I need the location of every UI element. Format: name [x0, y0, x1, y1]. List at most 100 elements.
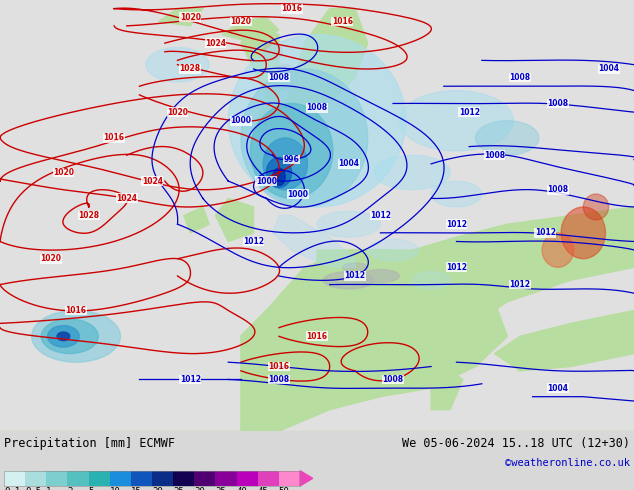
Ellipse shape — [542, 233, 574, 268]
Text: 1016: 1016 — [281, 4, 302, 13]
Polygon shape — [330, 311, 361, 397]
Bar — [4, 471, 25, 486]
Polygon shape — [158, 9, 203, 26]
Polygon shape — [273, 216, 355, 268]
Text: 1028: 1028 — [78, 211, 100, 220]
Ellipse shape — [273, 168, 285, 185]
Text: 1008: 1008 — [509, 73, 531, 82]
Text: 1020: 1020 — [40, 254, 61, 263]
Text: 1004: 1004 — [547, 384, 569, 392]
Ellipse shape — [317, 211, 380, 237]
Polygon shape — [0, 431, 634, 440]
Bar — [194, 471, 216, 486]
Polygon shape — [241, 250, 507, 410]
Bar — [131, 471, 152, 486]
Text: 1012: 1012 — [509, 280, 531, 289]
Polygon shape — [254, 65, 279, 129]
Text: 1008: 1008 — [484, 151, 505, 160]
Text: 25: 25 — [173, 488, 184, 490]
Text: 1012: 1012 — [344, 271, 366, 280]
Ellipse shape — [361, 270, 399, 282]
Polygon shape — [279, 9, 368, 129]
Text: 1012: 1012 — [370, 211, 391, 220]
Ellipse shape — [228, 34, 406, 207]
Ellipse shape — [368, 239, 418, 261]
Text: We 05-06-2024 15..18 UTC (12+30): We 05-06-2024 15..18 UTC (12+30) — [402, 437, 630, 450]
Text: 1012: 1012 — [534, 228, 556, 237]
Text: 1024: 1024 — [205, 39, 226, 48]
Text: 15: 15 — [131, 488, 141, 490]
Polygon shape — [222, 17, 279, 43]
Bar — [152, 471, 173, 486]
Text: 20: 20 — [152, 488, 163, 490]
Text: 2: 2 — [67, 488, 73, 490]
Ellipse shape — [342, 263, 368, 271]
Ellipse shape — [263, 43, 282, 60]
Text: 0.1: 0.1 — [4, 488, 20, 490]
Text: 1016: 1016 — [65, 306, 87, 315]
Text: 1016: 1016 — [306, 332, 328, 341]
Polygon shape — [292, 129, 311, 160]
Polygon shape — [495, 311, 634, 371]
Text: 5: 5 — [89, 488, 94, 490]
Text: 1020: 1020 — [167, 108, 188, 117]
Ellipse shape — [57, 332, 70, 341]
Text: 1012: 1012 — [446, 220, 467, 229]
Text: 1020: 1020 — [53, 168, 74, 177]
Bar — [110, 471, 131, 486]
Text: 1000: 1000 — [287, 190, 309, 198]
Ellipse shape — [412, 271, 450, 289]
Text: 0.5: 0.5 — [25, 488, 41, 490]
Ellipse shape — [146, 48, 209, 82]
Text: 1020: 1020 — [230, 17, 252, 26]
Text: 1004: 1004 — [598, 65, 619, 74]
Text: 10: 10 — [110, 488, 120, 490]
Text: 1016: 1016 — [268, 362, 290, 371]
Bar — [67, 471, 89, 486]
Text: 1: 1 — [46, 488, 51, 490]
Text: 50: 50 — [279, 488, 290, 490]
Text: 1008: 1008 — [547, 99, 569, 108]
Text: 45: 45 — [257, 488, 268, 490]
Ellipse shape — [476, 121, 539, 155]
Text: 1008: 1008 — [306, 103, 328, 112]
Bar — [89, 471, 110, 486]
Text: 30: 30 — [194, 488, 205, 490]
Text: 1012: 1012 — [179, 375, 201, 384]
Text: 1024: 1024 — [116, 194, 138, 203]
Ellipse shape — [263, 138, 307, 190]
Text: 1000: 1000 — [256, 176, 277, 186]
Text: 1016: 1016 — [103, 133, 125, 143]
Text: 1008: 1008 — [268, 73, 290, 82]
Polygon shape — [241, 302, 355, 431]
Text: Precipitation [mm] ECMWF: Precipitation [mm] ECMWF — [4, 437, 175, 450]
Text: 1024: 1024 — [141, 176, 163, 186]
Text: 1008: 1008 — [382, 375, 404, 384]
Bar — [236, 471, 257, 486]
Ellipse shape — [583, 194, 609, 220]
Ellipse shape — [241, 69, 368, 207]
Bar — [173, 471, 194, 486]
Text: 1016: 1016 — [332, 17, 353, 26]
Text: 1012: 1012 — [446, 263, 467, 272]
Text: 1020: 1020 — [179, 13, 201, 22]
Polygon shape — [317, 207, 634, 345]
Ellipse shape — [431, 181, 482, 207]
Ellipse shape — [48, 325, 79, 347]
Bar — [46, 471, 67, 486]
Ellipse shape — [374, 155, 450, 190]
Ellipse shape — [266, 157, 292, 188]
Text: ©weatheronline.co.uk: ©weatheronline.co.uk — [505, 458, 630, 467]
Bar — [279, 471, 300, 486]
Ellipse shape — [32, 311, 120, 362]
Ellipse shape — [250, 103, 333, 198]
Ellipse shape — [273, 65, 298, 91]
Polygon shape — [241, 26, 279, 95]
Polygon shape — [431, 367, 463, 410]
Ellipse shape — [41, 319, 98, 354]
Text: 40: 40 — [236, 488, 247, 490]
Polygon shape — [412, 302, 507, 367]
Text: 1008: 1008 — [547, 185, 569, 194]
Ellipse shape — [561, 207, 605, 259]
Text: 1004: 1004 — [338, 159, 359, 169]
